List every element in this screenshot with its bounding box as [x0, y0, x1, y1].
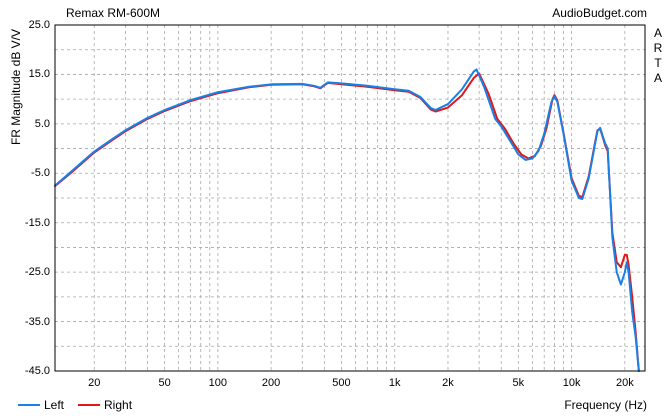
series-line-right	[54, 72, 640, 372]
x-tick-label: 500	[332, 377, 351, 389]
y-tick-label: 25.0	[28, 19, 50, 31]
series-line-left	[54, 68, 640, 372]
y-tick-label: -25.0	[24, 266, 50, 279]
legend: Left Right	[18, 398, 132, 412]
legend-item-right: Right	[78, 398, 132, 412]
x-tick-label: 1k	[388, 377, 401, 389]
legend-swatch-left	[18, 404, 40, 406]
x-tick-label: 5k	[512, 377, 525, 389]
x-tick-label: 20	[88, 377, 101, 389]
x-tick-label: 200	[261, 377, 281, 389]
arta-letter-a1: A	[653, 26, 662, 40]
y-tick-label: -35.0	[24, 315, 50, 328]
legend-item-left: Left	[18, 398, 64, 412]
y-tick-label: -15.0	[24, 216, 50, 229]
x-tick-label: 20k	[615, 377, 634, 389]
y-tick-label: 5.0	[34, 117, 50, 130]
legend-label-right: Right	[104, 398, 133, 412]
arta-letter-r: R	[653, 41, 663, 55]
chart-title-right: AudioBudget.com	[552, 6, 647, 20]
legend-swatch-right	[78, 404, 101, 406]
x-tick-label: 2k	[442, 377, 454, 389]
x-tick-label: 50	[158, 377, 171, 389]
y-tick-label: 15.0	[28, 68, 50, 81]
y-tick-label: -45.0	[24, 365, 50, 377]
arta-watermark: A R T A	[652, 26, 664, 86]
y-tick-label: -5.0	[31, 167, 50, 180]
arta-letter-t: T	[654, 56, 662, 70]
plot-frame	[54, 24, 646, 372]
x-axis-label: Frequency (Hz)	[564, 398, 647, 412]
legend-label-left: Left	[44, 398, 65, 412]
x-tick-label: 100	[208, 377, 228, 389]
x-tick-label: 10k	[562, 377, 581, 389]
chart-title-left: Remax RM-600M	[66, 6, 161, 20]
arta-letter-a2: A	[653, 71, 662, 85]
